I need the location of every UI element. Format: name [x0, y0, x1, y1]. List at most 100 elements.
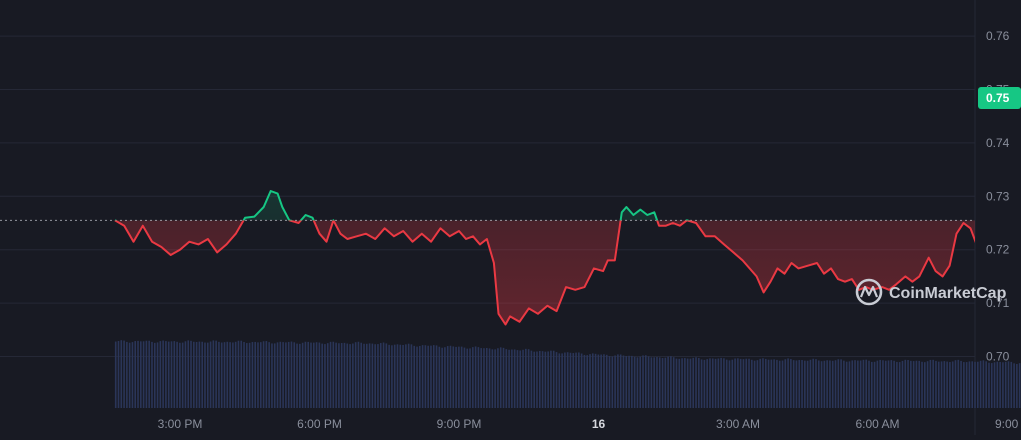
volume-bar [670, 356, 672, 408]
volume-bar [709, 358, 711, 408]
volume-bar [290, 341, 293, 408]
volume-bar [583, 354, 586, 408]
y-tick-label: 0.76 [986, 29, 1010, 43]
volume-bar [792, 360, 795, 408]
volume-bar [326, 343, 329, 408]
volume-bar [547, 351, 549, 408]
volume-bar [990, 363, 993, 408]
volume-bar [371, 343, 374, 408]
volume-bar [218, 341, 220, 408]
volume-bar [285, 342, 287, 408]
price-line [114, 190, 975, 326]
volume-bar [725, 359, 728, 408]
volume-bar [237, 340, 240, 408]
volume-bar [352, 343, 354, 408]
x-tick-label: 9:00 AM [995, 417, 1021, 431]
volume-bar [176, 341, 178, 408]
x-axis: 3:00 PM 6:00 PM 9:00 PM 16 3:00 AM 6:00 AM 9:0… [158, 417, 1021, 431]
volume-bar [162, 340, 164, 408]
volume-bar [312, 342, 315, 408]
volume-bar [346, 343, 349, 408]
volume-bar [625, 356, 628, 408]
volume-bar [873, 361, 876, 408]
volume-bar [276, 342, 279, 408]
volume-bar [837, 359, 840, 408]
volume-bar [594, 353, 597, 408]
volume-bar [868, 360, 870, 408]
volume-bar [636, 357, 639, 408]
volume-bar [653, 357, 655, 408]
volume-bar [466, 348, 469, 408]
volume-bar [960, 360, 962, 408]
volume-bar [419, 345, 421, 408]
y-tick-label: 0.71 [986, 296, 1010, 310]
volume-bar [968, 361, 971, 408]
volume-bar [915, 360, 918, 408]
volume-bar [140, 341, 142, 408]
volume-bar [631, 355, 633, 408]
volume-bar [299, 343, 301, 408]
volume-bar [910, 360, 912, 408]
volume-bar [114, 341, 117, 408]
volume-bar [522, 349, 524, 408]
volume-bar [700, 359, 703, 408]
volume-bar [444, 347, 446, 408]
x-tick-label: 3:00 AM [716, 417, 760, 431]
volume-bar [137, 340, 139, 408]
volume-bar [672, 357, 675, 408]
volume-bar [455, 346, 457, 408]
volume-bar [901, 360, 904, 408]
volume-bar [589, 354, 591, 408]
volume-bar [993, 362, 996, 408]
y-tick-label: 0.72 [986, 243, 1010, 257]
volume-bar [781, 360, 784, 408]
volume-bar [974, 361, 976, 408]
volume-bar [413, 345, 416, 408]
volume-bar [650, 357, 653, 408]
volume-bar [1010, 361, 1013, 408]
volume-bar [770, 359, 773, 408]
volume-bar [929, 359, 932, 408]
volume-bar [600, 354, 602, 408]
volume-bar [753, 360, 756, 408]
volume-bar [932, 359, 934, 408]
last-price-tag: 0.75 [978, 87, 1021, 110]
volume-bar [187, 340, 190, 408]
volume-bar [809, 359, 812, 408]
volume-bar [179, 342, 181, 408]
volume-bar [645, 355, 647, 408]
volume-bar [293, 342, 296, 408]
volume-bar [667, 356, 669, 408]
volume-bar [848, 361, 851, 408]
volume-bar [845, 361, 848, 408]
volume-bar [575, 352, 577, 408]
volume-bar [120, 340, 123, 408]
volume-bar [658, 357, 661, 408]
volume-bar [248, 342, 251, 408]
volume-bar [898, 362, 901, 408]
volume-bar [728, 360, 731, 408]
volume-bar [126, 341, 128, 408]
y-tick-label: 0.73 [986, 189, 1010, 203]
volume-bar [893, 360, 895, 408]
volume-bar [558, 353, 561, 408]
volume-bar [692, 357, 695, 408]
volume-bar [204, 342, 206, 408]
volume-bar [684, 358, 686, 408]
volume-bar [321, 343, 323, 408]
volume-bar [764, 358, 767, 408]
volume-bar [246, 343, 248, 408]
volume-bar [458, 346, 460, 408]
volume-bar [159, 341, 162, 408]
volume-bar [491, 349, 494, 408]
volume-bar [748, 358, 750, 408]
volume-bar [742, 359, 745, 408]
volume-bar [134, 341, 137, 408]
volume-bar [937, 361, 940, 408]
volume-bar [647, 356, 650, 408]
volume-bar [363, 343, 365, 408]
volume-bar [190, 340, 192, 408]
volume-bar [762, 358, 764, 408]
volume-bar [472, 347, 474, 408]
